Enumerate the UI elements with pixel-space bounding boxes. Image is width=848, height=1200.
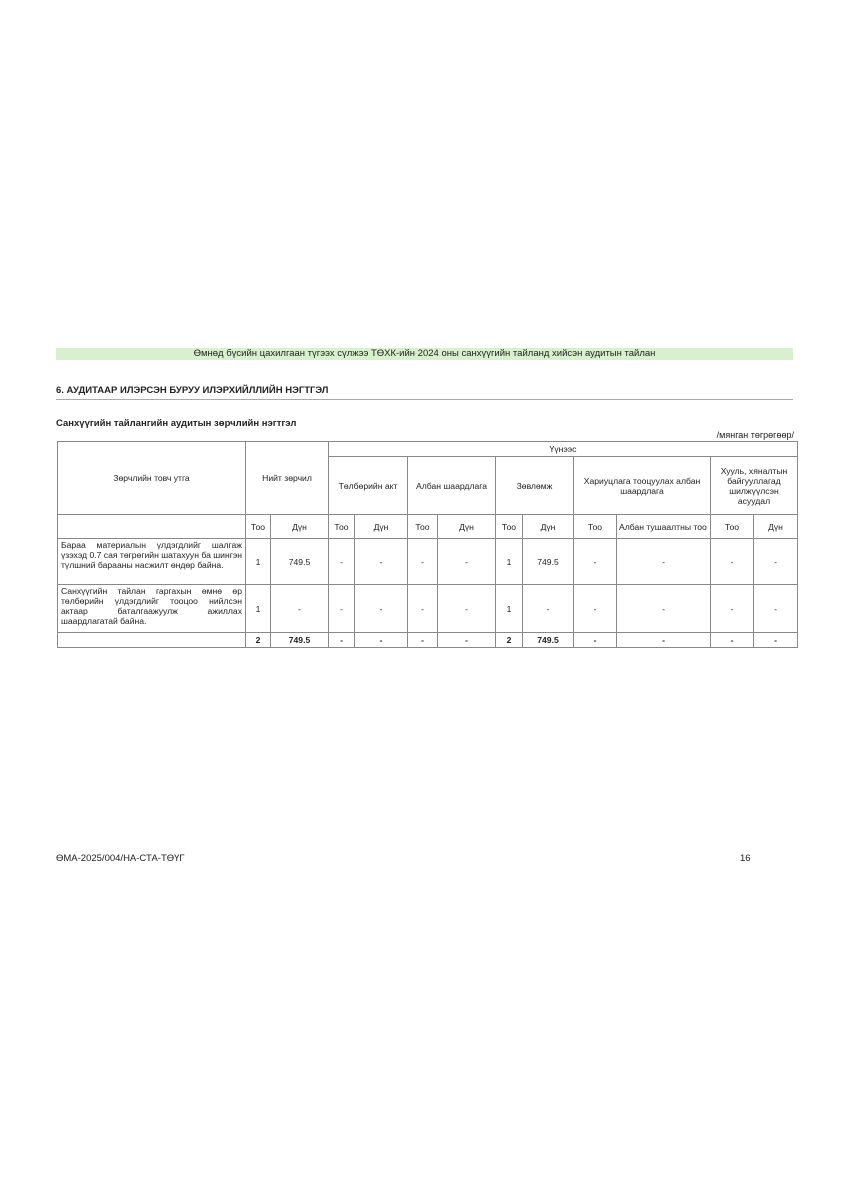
document-code: ӨМА-2025/004/НА-СТА-ТӨҮГ: [56, 853, 185, 864]
total-cell: -: [328, 632, 355, 648]
total-cell: -: [354, 632, 408, 648]
table-cell: -: [328, 538, 355, 585]
subheader-cell: Тоо: [710, 514, 754, 539]
table-cell: -: [753, 584, 798, 633]
total-cell: 2: [245, 632, 271, 648]
table-cell: -: [437, 538, 496, 585]
section-title: 6. АУДИТААР ИЛЭРСЭН БУРУУ ИЛЭРХИЙЛЛИЙН Н…: [56, 385, 793, 400]
subheader-cell: Дүн: [753, 514, 798, 539]
subheader-cell: Дүн: [522, 514, 574, 539]
subheader-cell: Тоо: [495, 514, 523, 539]
header-group: Албан шаардлага: [407, 456, 496, 515]
table-cell: -: [616, 584, 711, 633]
header-group: Зөвлөмж: [495, 456, 574, 515]
report-banner: Өмнөд бүсийн цахилгаан түгээх сүлжээ ТӨХ…: [56, 348, 793, 360]
table-cell: -: [710, 584, 754, 633]
total-cell: -: [753, 632, 798, 648]
total-cell: -: [616, 632, 711, 648]
subheader-cell: Дүн: [270, 514, 329, 539]
table-cell: -: [354, 538, 408, 585]
subheader-cell: Тоо: [328, 514, 355, 539]
row-desc: Бараа материалын үлдэгдлийг шалгаж үзэхэ…: [57, 538, 246, 585]
table-cell: -: [270, 584, 329, 633]
header-group: Төлбөрийн акт: [328, 456, 408, 515]
header-blank: [57, 514, 246, 539]
table-cell: 1: [495, 538, 523, 585]
total-cell: -: [437, 632, 496, 648]
header-total: Нийт зөрчил: [245, 441, 329, 515]
subheader-cell: Дүн: [354, 514, 408, 539]
page-number: 16: [740, 853, 751, 864]
table-cell: -: [710, 538, 754, 585]
subheader-cell: Дүн: [437, 514, 496, 539]
table-title: Санхүүгийн тайлангийн аудитын зөрчлийн н…: [56, 418, 297, 429]
table-cell: -: [407, 538, 438, 585]
table-cell: 1: [245, 584, 271, 633]
header-group: Хууль, хяналтын байгууллагад шилжүүлсэн …: [710, 456, 798, 515]
table-cell: -: [753, 538, 798, 585]
total-cell: 2: [495, 632, 523, 648]
table-cell: -: [616, 538, 711, 585]
table-cell: -: [407, 584, 438, 633]
table-cell: -: [437, 584, 496, 633]
total-cell: -: [710, 632, 754, 648]
table-cell: 749.5: [270, 538, 329, 585]
total-cell: -: [573, 632, 617, 648]
subheader-cell: Тоо: [245, 514, 271, 539]
unit-label: /мянган төгрөгөөр/: [716, 430, 794, 440]
subheader-cell: Албан тушаалтны тоо: [616, 514, 711, 539]
header-desc: Зөрчлийн товч утга: [57, 441, 246, 515]
total-cell: -: [407, 632, 438, 648]
table-cell: 1: [495, 584, 523, 633]
table-cell: -: [328, 584, 355, 633]
total-cell: 749.5: [270, 632, 329, 648]
table-cell: -: [522, 584, 574, 633]
table-cell: 1: [245, 538, 271, 585]
subheader-cell: Тоо: [573, 514, 617, 539]
header-group: Хариуцлага тооцуулах албан шаардлага: [573, 456, 711, 515]
row-desc: Санхүүгийн тайлан гаргахын өмнө өр төлбө…: [57, 584, 246, 633]
table-cell: 749.5: [522, 538, 574, 585]
table-cell: -: [354, 584, 408, 633]
total-desc: [57, 632, 246, 648]
total-cell: 749.5: [522, 632, 574, 648]
header-source: Үүнээс: [328, 441, 798, 457]
table-cell: -: [573, 538, 617, 585]
violations-summary-table: Зөрчлийн товч утга Нийт зөрчил Үүнээс Тө…: [57, 441, 798, 648]
table-cell: -: [573, 584, 617, 633]
subheader-cell: Тоо: [407, 514, 438, 539]
